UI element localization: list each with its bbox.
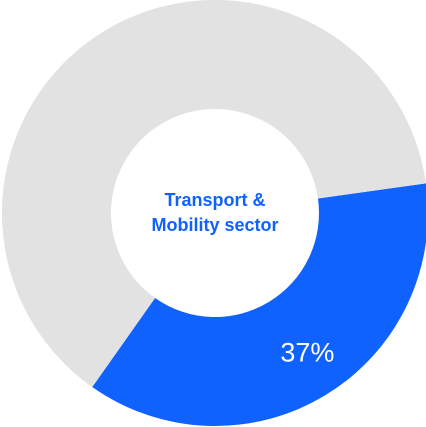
data-label: 37% xyxy=(280,337,334,367)
donut-segment xyxy=(2,0,426,388)
chart-title: Transport & Mobility sector xyxy=(151,190,279,235)
donut-segment xyxy=(92,183,426,426)
